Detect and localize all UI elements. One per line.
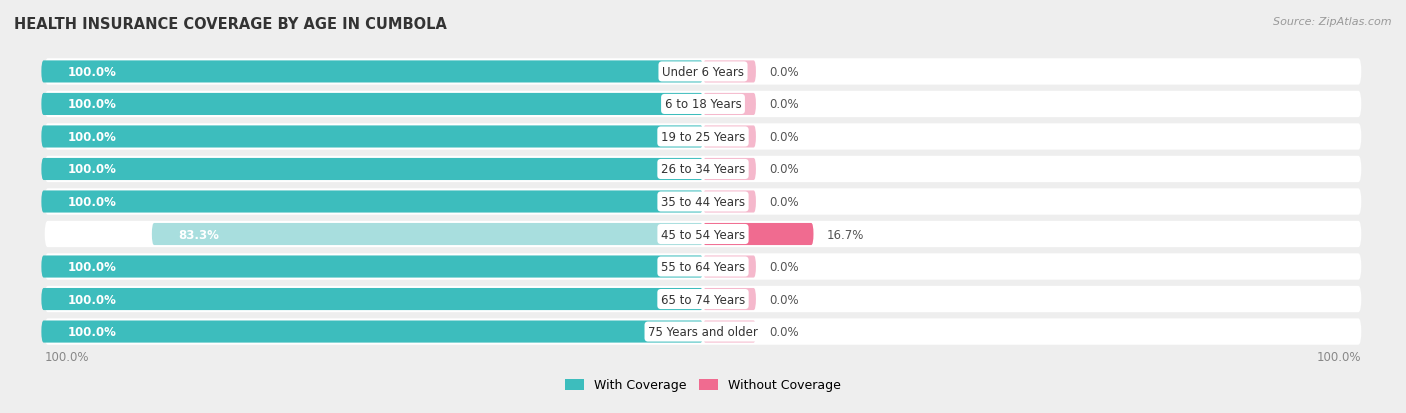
Text: 55 to 64 Years: 55 to 64 Years [661,260,745,273]
Text: 19 to 25 Years: 19 to 25 Years [661,131,745,144]
FancyBboxPatch shape [45,221,1361,247]
Text: 100.0%: 100.0% [67,163,117,176]
FancyBboxPatch shape [45,59,1361,85]
FancyBboxPatch shape [703,256,756,278]
Text: 100.0%: 100.0% [67,66,117,79]
FancyBboxPatch shape [703,159,756,180]
FancyBboxPatch shape [45,318,1361,345]
Text: 100.0%: 100.0% [45,351,89,363]
FancyBboxPatch shape [703,321,756,343]
Text: 0.0%: 0.0% [769,131,799,144]
Text: 65 to 74 Years: 65 to 74 Years [661,293,745,306]
FancyBboxPatch shape [45,189,1361,215]
Text: 100.0%: 100.0% [67,98,117,111]
FancyBboxPatch shape [45,157,1361,183]
FancyBboxPatch shape [41,94,703,116]
FancyBboxPatch shape [45,254,1361,280]
Text: 0.0%: 0.0% [769,163,799,176]
FancyBboxPatch shape [41,321,703,343]
Text: 0.0%: 0.0% [769,325,799,338]
Legend: With Coverage, Without Coverage: With Coverage, Without Coverage [561,373,845,396]
Text: 45 to 54 Years: 45 to 54 Years [661,228,745,241]
FancyBboxPatch shape [703,61,756,83]
Text: 75 Years and older: 75 Years and older [648,325,758,338]
FancyBboxPatch shape [41,159,703,180]
FancyBboxPatch shape [41,191,703,213]
FancyBboxPatch shape [703,223,814,245]
Text: 0.0%: 0.0% [769,98,799,111]
FancyBboxPatch shape [152,223,703,245]
FancyBboxPatch shape [703,191,756,213]
FancyBboxPatch shape [41,288,703,310]
Text: 26 to 34 Years: 26 to 34 Years [661,163,745,176]
FancyBboxPatch shape [41,61,703,83]
FancyBboxPatch shape [45,286,1361,313]
Text: 100.0%: 100.0% [67,195,117,209]
Text: 0.0%: 0.0% [769,293,799,306]
Text: 35 to 44 Years: 35 to 44 Years [661,195,745,209]
Text: Under 6 Years: Under 6 Years [662,66,744,79]
FancyBboxPatch shape [41,256,703,278]
Text: HEALTH INSURANCE COVERAGE BY AGE IN CUMBOLA: HEALTH INSURANCE COVERAGE BY AGE IN CUMB… [14,17,447,31]
Text: 100.0%: 100.0% [67,325,117,338]
Text: 16.7%: 16.7% [827,228,865,241]
Text: 0.0%: 0.0% [769,195,799,209]
FancyBboxPatch shape [41,126,703,148]
Text: 0.0%: 0.0% [769,66,799,79]
Text: 83.3%: 83.3% [179,228,219,241]
FancyBboxPatch shape [703,126,756,148]
FancyBboxPatch shape [703,288,756,310]
FancyBboxPatch shape [45,124,1361,150]
Text: 100.0%: 100.0% [1317,351,1361,363]
Text: Source: ZipAtlas.com: Source: ZipAtlas.com [1274,17,1392,26]
Text: 6 to 18 Years: 6 to 18 Years [665,98,741,111]
Text: 100.0%: 100.0% [67,260,117,273]
FancyBboxPatch shape [45,92,1361,118]
FancyBboxPatch shape [703,94,756,116]
Text: 100.0%: 100.0% [67,131,117,144]
Text: 100.0%: 100.0% [67,293,117,306]
Text: 0.0%: 0.0% [769,260,799,273]
